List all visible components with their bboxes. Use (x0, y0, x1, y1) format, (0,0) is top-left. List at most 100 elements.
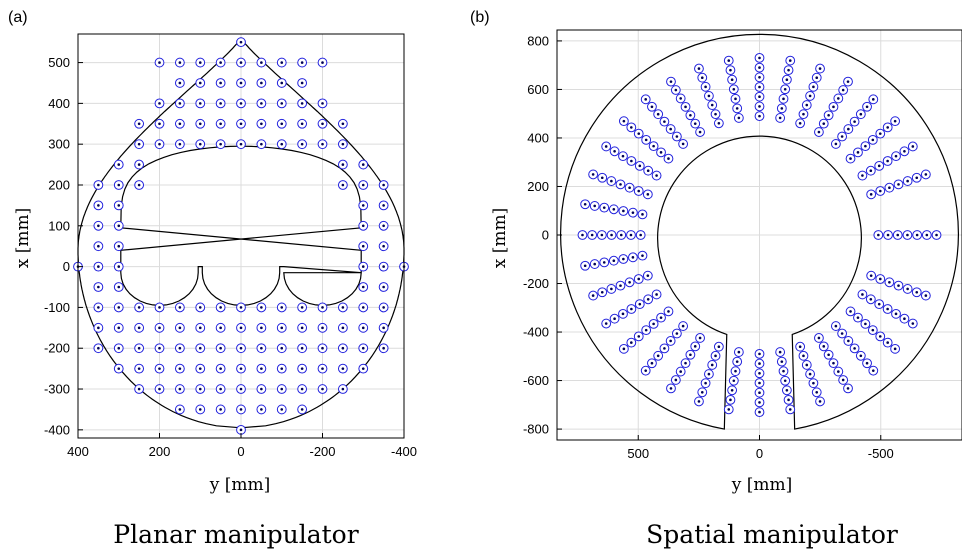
spatial-point (587, 230, 598, 240)
planar-y-tick-label: -200 (44, 341, 70, 356)
spatial-point (659, 116, 670, 127)
spatial-point (608, 255, 619, 266)
spatial-point (855, 109, 866, 120)
spatial-point (754, 387, 765, 398)
spatial-point (732, 356, 743, 367)
planar-point (337, 384, 348, 394)
spatial-point (637, 250, 648, 261)
planar-point (276, 302, 287, 313)
planar-x-tick-label: 0 (237, 444, 244, 459)
spatial-point (899, 146, 910, 157)
planar-point (174, 384, 185, 394)
planar-point (337, 118, 348, 129)
planar-point (297, 57, 308, 68)
planar-point (195, 322, 206, 333)
spatial-point (599, 257, 610, 268)
spatial-point (754, 378, 765, 388)
planar-point (378, 200, 389, 211)
planar-point (174, 404, 185, 415)
spatial-point (849, 343, 860, 354)
spatial-point (776, 103, 787, 114)
spatial-point (783, 65, 794, 76)
spatial-point (828, 101, 839, 112)
planar-point (195, 139, 206, 150)
spatial-point (671, 328, 682, 339)
spatial-y-tick-label: 800 (527, 33, 549, 48)
planar-point (134, 384, 145, 394)
planar-point (154, 98, 165, 109)
spatial-point (601, 141, 612, 152)
planar-point (93, 302, 104, 313)
spatial-point (892, 230, 903, 240)
spatial-point (589, 201, 600, 211)
spatial-point (704, 369, 714, 379)
planar-point (236, 57, 246, 68)
planar-point (256, 363, 267, 374)
spatial-point (865, 294, 876, 305)
planar-point (154, 118, 165, 129)
planar-point (215, 118, 226, 129)
planar-point (297, 404, 308, 415)
spatial-point (697, 387, 708, 398)
planar-point (113, 220, 124, 231)
spatial-manipulator-chart: (b) 500 0 -500 800 600 400 200 0 -200 -400 -600 -8… (470, 9, 962, 549)
planar-point (195, 98, 206, 109)
spatial-point (643, 165, 654, 176)
spatial-point (727, 74, 738, 85)
spatial-y-tick-label: -200 (523, 276, 549, 291)
spatial-point (785, 404, 796, 415)
spatial-points (577, 52, 942, 418)
spatial-point (911, 172, 922, 183)
spatial-point (678, 139, 689, 149)
planar-point (276, 78, 287, 88)
planar-point (276, 98, 287, 109)
spatial-point (727, 385, 738, 396)
spatial-point (808, 81, 819, 92)
spatial-point (730, 93, 741, 104)
spatial-point (694, 63, 704, 74)
spatial-point (648, 141, 659, 152)
spatial-y-ticks: 800 600 400 200 0 -200 -400 -600 -800 (523, 33, 562, 437)
spatial-point (597, 287, 608, 298)
planar-point (154, 343, 165, 354)
spatial-point (634, 160, 645, 171)
spatial-point (640, 94, 651, 105)
planar-point (378, 241, 389, 252)
planar-point (317, 98, 328, 109)
planar-point (93, 261, 104, 272)
planar-y-tick-label: -100 (44, 300, 70, 315)
planar-point (215, 322, 226, 333)
planar-point (378, 322, 389, 333)
panel-label-b: (b) (470, 9, 490, 26)
spatial-point (680, 101, 691, 112)
planar-point (174, 343, 185, 354)
planar-point (113, 261, 124, 272)
spatial-x-tick-label: 500 (627, 446, 649, 461)
planar-point (358, 343, 369, 354)
planar-point (256, 302, 267, 313)
spatial-point (815, 396, 825, 407)
planar-point (317, 363, 328, 374)
spatial-point (635, 230, 646, 240)
spatial-point (823, 349, 834, 360)
planar-point (256, 343, 267, 354)
planar-point (154, 139, 165, 150)
spatial-point (902, 230, 913, 240)
spatial-point (893, 280, 904, 291)
planar-point (358, 261, 369, 272)
planar-point (256, 118, 267, 129)
spatial-point (868, 365, 879, 376)
planar-point (236, 78, 246, 88)
spatial-point (866, 189, 877, 200)
spatial-point (874, 160, 885, 171)
spatial-point (849, 116, 860, 127)
planar-x-tick-label: -400 (391, 444, 417, 459)
planar-point (337, 159, 348, 170)
spatial-point (860, 141, 871, 152)
spatial-point (857, 289, 868, 300)
spatial-point (647, 101, 657, 112)
planar-point (358, 200, 369, 211)
spatial-point (899, 313, 910, 324)
planar-point (174, 302, 185, 313)
spatial-point (641, 325, 652, 336)
